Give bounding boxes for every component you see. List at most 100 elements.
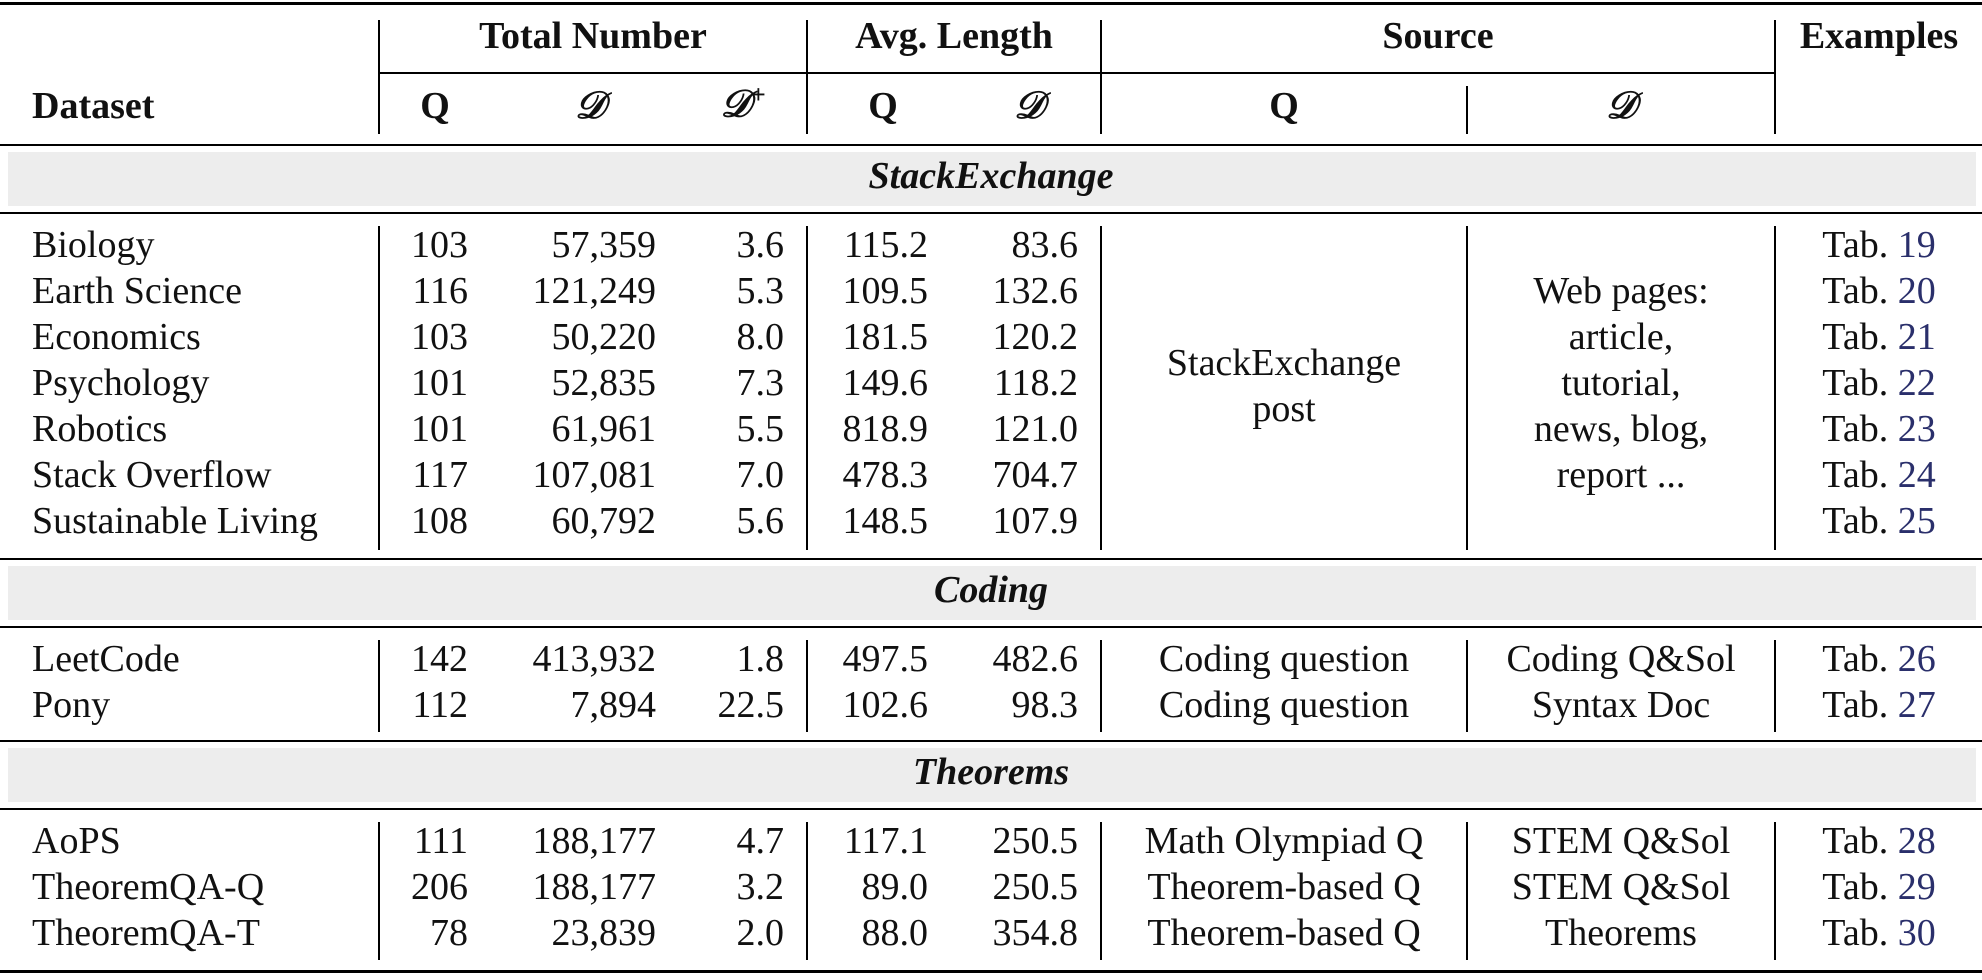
cell-source-d: Coding Q&Sol (1506, 638, 1736, 680)
cell-dataset: Psychology (32, 362, 210, 404)
cell-dataset: Robotics (32, 408, 168, 450)
header-source-d: 𝒟 (1605, 85, 1637, 127)
header-group-rule (380, 72, 1776, 74)
table-reference-link[interactable]: 24 (1897, 454, 1936, 496)
cell-example-ref: Tab. 24 (1776, 452, 1982, 498)
cell-total-q: 103 (411, 224, 468, 266)
cell-total-d: 57,359 (551, 224, 657, 266)
cell-source-q: Theorem-based Q (1147, 866, 1421, 908)
cell-avg-d: 107.9 (992, 500, 1079, 542)
cell-example-ref: Tab. 19 (1776, 222, 1982, 268)
cell-total-q: 142 (411, 638, 468, 680)
cell-example-ref: Tab. 23 (1776, 406, 1982, 452)
section-band-stackexchange (8, 152, 1976, 206)
tab-label: Tab. (1822, 270, 1889, 312)
cell-avg-q: 102.6 (842, 684, 929, 726)
section-title-coding: Coding (933, 569, 1049, 611)
table-reference-link[interactable]: 23 (1897, 408, 1936, 450)
table-reference-link[interactable]: 25 (1897, 500, 1936, 542)
vsep (806, 822, 808, 960)
vsep (1466, 640, 1468, 732)
header-avg-q: Q (868, 85, 898, 127)
vsep (1100, 226, 1102, 550)
table-reference-link[interactable]: 29 (1897, 866, 1936, 908)
vsep (1100, 20, 1102, 134)
tab-label: Tab. (1822, 316, 1889, 358)
cell-dataset: Biology (32, 224, 155, 266)
cell-avg-d: 482.6 (992, 638, 1079, 680)
header-total-d: 𝒟 (574, 85, 606, 127)
cell-total-q: 108 (411, 500, 468, 542)
cell-dataset: Economics (32, 316, 201, 358)
source-d-line: article, (1568, 316, 1674, 358)
cell-example-ref: Tab. 30 (1776, 910, 1982, 956)
section-title-theorems: Theorems (912, 751, 1070, 793)
cell-total-dplus: 7.3 (736, 362, 785, 404)
table-reference-link[interactable]: 26 (1897, 638, 1936, 680)
cell-dataset: Pony (32, 684, 111, 726)
tab-label: Tab. (1822, 500, 1889, 542)
table-reference-link[interactable]: 22 (1897, 362, 1936, 404)
tab-label: Tab. (1822, 224, 1889, 266)
vsep (378, 226, 380, 550)
vsep (1774, 20, 1776, 134)
cell-example-ref: Tab. 26 (1776, 636, 1982, 682)
cell-source-d: STEM Q&Sol (1511, 866, 1731, 908)
header-total-number: Total Number (479, 15, 707, 57)
cell-dataset: TheoremQA-T (32, 912, 260, 954)
cell-avg-d: 704.7 (992, 454, 1079, 496)
cell-total-d: 61,961 (551, 408, 657, 450)
vsep (1466, 86, 1468, 134)
table-reference-link[interactable]: 28 (1897, 820, 1936, 862)
vsep (378, 822, 380, 960)
section-band-coding (8, 566, 1976, 620)
cell-source-q: Coding question (1158, 684, 1410, 726)
tab-label: Tab. (1822, 638, 1889, 680)
cell-dataset: Sustainable Living (32, 500, 319, 542)
cell-avg-d: 83.6 (1011, 224, 1079, 266)
cell-avg-q: 478.3 (842, 454, 929, 496)
cell-total-dplus: 3.6 (736, 224, 785, 266)
cell-total-q: 103 (411, 316, 468, 358)
section-band-theorems (8, 748, 1976, 802)
cell-source-d: Syntax Doc (1531, 684, 1711, 726)
cell-avg-q: 149.6 (842, 362, 929, 404)
vsep (806, 226, 808, 550)
vsep (1100, 640, 1102, 732)
header-total-q: Q (420, 85, 450, 127)
cell-avg-d: 250.5 (992, 866, 1079, 908)
bottom-rule (0, 970, 1982, 973)
cell-total-d: 23,839 (551, 912, 657, 954)
cell-avg-q: 181.5 (842, 316, 929, 358)
cell-avg-d: 120.2 (992, 316, 1079, 358)
table-reference-link[interactable]: 19 (1897, 224, 1936, 266)
cell-total-q: 117 (412, 454, 468, 496)
cell-total-d: 188,177 (532, 866, 657, 908)
source-q-line: post (1252, 388, 1316, 430)
cell-total-q: 101 (411, 362, 468, 404)
cell-avg-q: 115.2 (843, 224, 928, 266)
source-d-line: report ... (1556, 454, 1686, 496)
table-reference-link[interactable]: 27 (1897, 684, 1936, 726)
header-dataset: Dataset (32, 85, 155, 127)
vsep (806, 640, 808, 732)
cell-source-d: Theorems (1545, 912, 1697, 954)
table-reference-link[interactable]: 21 (1897, 316, 1936, 358)
cell-total-d: 60,792 (551, 500, 657, 542)
table-reference-link[interactable]: 20 (1897, 270, 1936, 312)
cell-dataset: Earth Science (32, 270, 242, 312)
cell-source-d: STEM Q&Sol (1511, 820, 1731, 862)
table-reference-link[interactable]: 30 (1897, 912, 1936, 954)
vsep (378, 640, 380, 732)
cell-example-ref: Tab. 28 (1776, 818, 1982, 864)
cell-avg-d: 118.2 (993, 362, 1078, 404)
cell-total-dplus: 3.2 (736, 866, 785, 908)
vsep (1774, 640, 1776, 732)
cell-avg-q: 117.1 (843, 820, 928, 862)
cell-source-q: Coding question (1158, 638, 1410, 680)
cell-avg-q: 109.5 (842, 270, 929, 312)
cell-avg-d: 98.3 (1011, 684, 1079, 726)
source-d-line: Web pages: (1533, 270, 1709, 312)
cell-total-q: 78 (430, 912, 468, 954)
